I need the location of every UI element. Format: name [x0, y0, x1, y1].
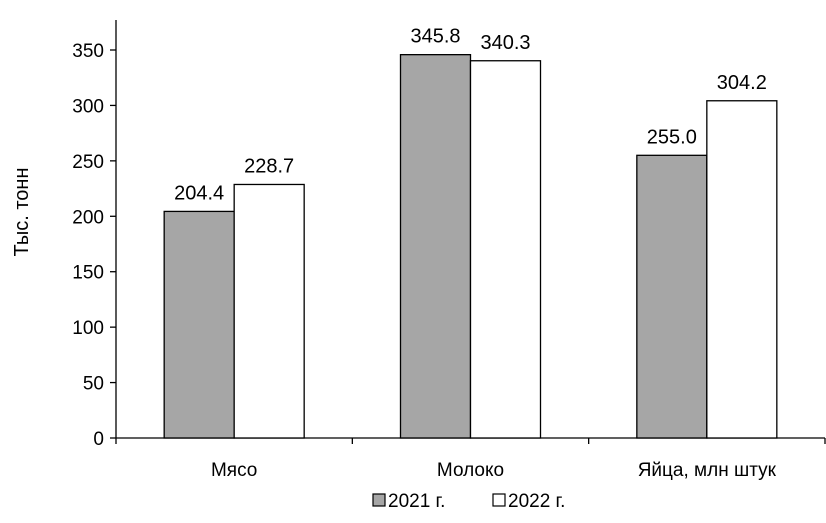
data-label: 304.2: [717, 72, 767, 94]
x-axis: Мясо Молоко Яйца, млн штук: [116, 438, 825, 481]
data-label: 345.8: [410, 26, 460, 48]
y-tick-label: 0: [93, 429, 104, 450]
bar: [707, 101, 777, 438]
x-tick-label: Мясо: [211, 460, 257, 481]
legend-swatch: [373, 494, 385, 506]
data-label: 340.3: [480, 32, 530, 54]
data-label: 228.7: [244, 155, 294, 177]
bar: [401, 55, 471, 438]
bar: [164, 211, 234, 438]
x-tick-label: Молоко: [437, 460, 504, 481]
y-axis-title: Тыс. тонн: [11, 168, 33, 257]
bars: [164, 55, 777, 438]
data-label: 204.4: [174, 182, 224, 204]
legend-label: 2022 г.: [508, 491, 565, 512]
data-label: 255.0: [647, 126, 697, 148]
bar: [234, 184, 304, 438]
y-tick-label: 300: [72, 96, 104, 117]
legend: 2021 г. 2022 г.: [373, 491, 565, 512]
bar: [637, 155, 707, 438]
legend-label: 2021 г.: [388, 491, 445, 512]
y-tick-label: 150: [72, 263, 104, 284]
x-tick-label: Яйца, млн штук: [638, 460, 777, 481]
y-tick-label: 50: [83, 374, 104, 395]
legend-swatch: [493, 494, 505, 506]
y-axis: 0 50 100 150 200 250 300 350: [72, 20, 116, 450]
y-tick-label: 350: [72, 41, 104, 62]
y-tick-label: 200: [72, 207, 104, 228]
bar: [471, 61, 541, 438]
y-tick-label: 250: [72, 152, 104, 173]
y-tick-label: 100: [72, 318, 104, 339]
